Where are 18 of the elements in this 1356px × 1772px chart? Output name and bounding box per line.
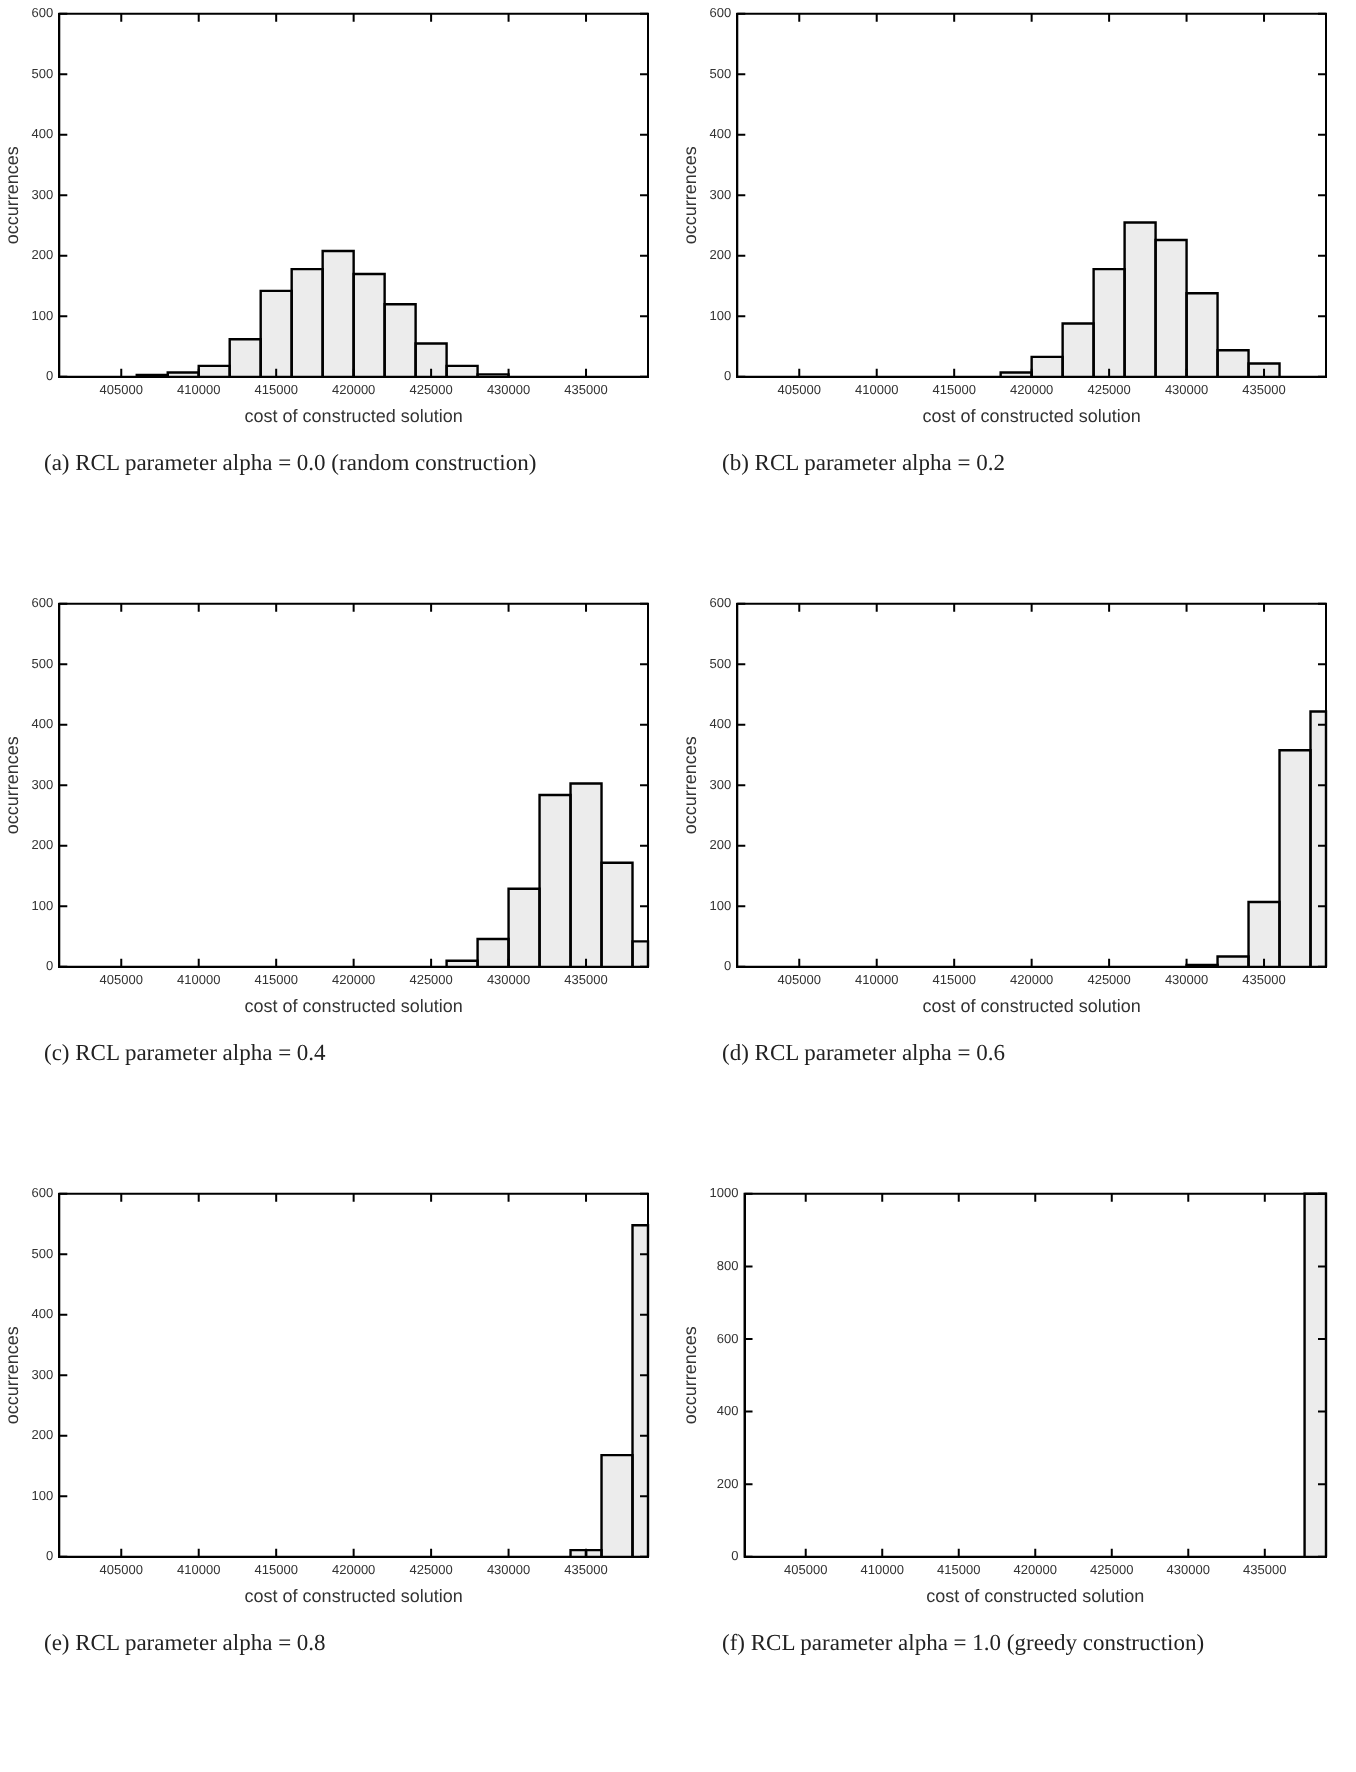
y-axis-title: occurrences xyxy=(1,1325,22,1425)
x-axis-title: cost of constructed solution xyxy=(244,996,463,1017)
y-axis-title: occurrences xyxy=(679,145,700,245)
text: (e) RCL parameter alpha = 0.8 xyxy=(44,1630,328,1660)
x-axis-title: cost of constructed solution xyxy=(922,406,1141,427)
y-axis-title: occurrences xyxy=(679,1325,700,1425)
text: (b) RCL parameter alpha = 0.2 xyxy=(722,450,1007,480)
x-axis-title: cost of constructed solution xyxy=(922,996,1141,1017)
x-axis-title: cost of constructed solution xyxy=(244,406,463,427)
text: (d) RCL parameter alpha = 0.6 xyxy=(722,1040,1007,1070)
text: (c) RCL parameter alpha = 0.4 xyxy=(44,1040,328,1070)
text: (a) RCL parameter alpha = 0.0 (random construction) xyxy=(44,450,539,480)
x-axis-title: cost of constructed solution xyxy=(244,1586,463,1607)
text: (f) RCL parameter alpha = 1.0 (greedy construction) xyxy=(722,1630,1207,1660)
x-axis-title: cost of constructed solution xyxy=(926,1586,1145,1607)
y-axis-title: occurrences xyxy=(1,145,22,245)
y-axis-title: occurrences xyxy=(1,735,22,835)
y-axis-title: occurrences xyxy=(679,735,700,835)
